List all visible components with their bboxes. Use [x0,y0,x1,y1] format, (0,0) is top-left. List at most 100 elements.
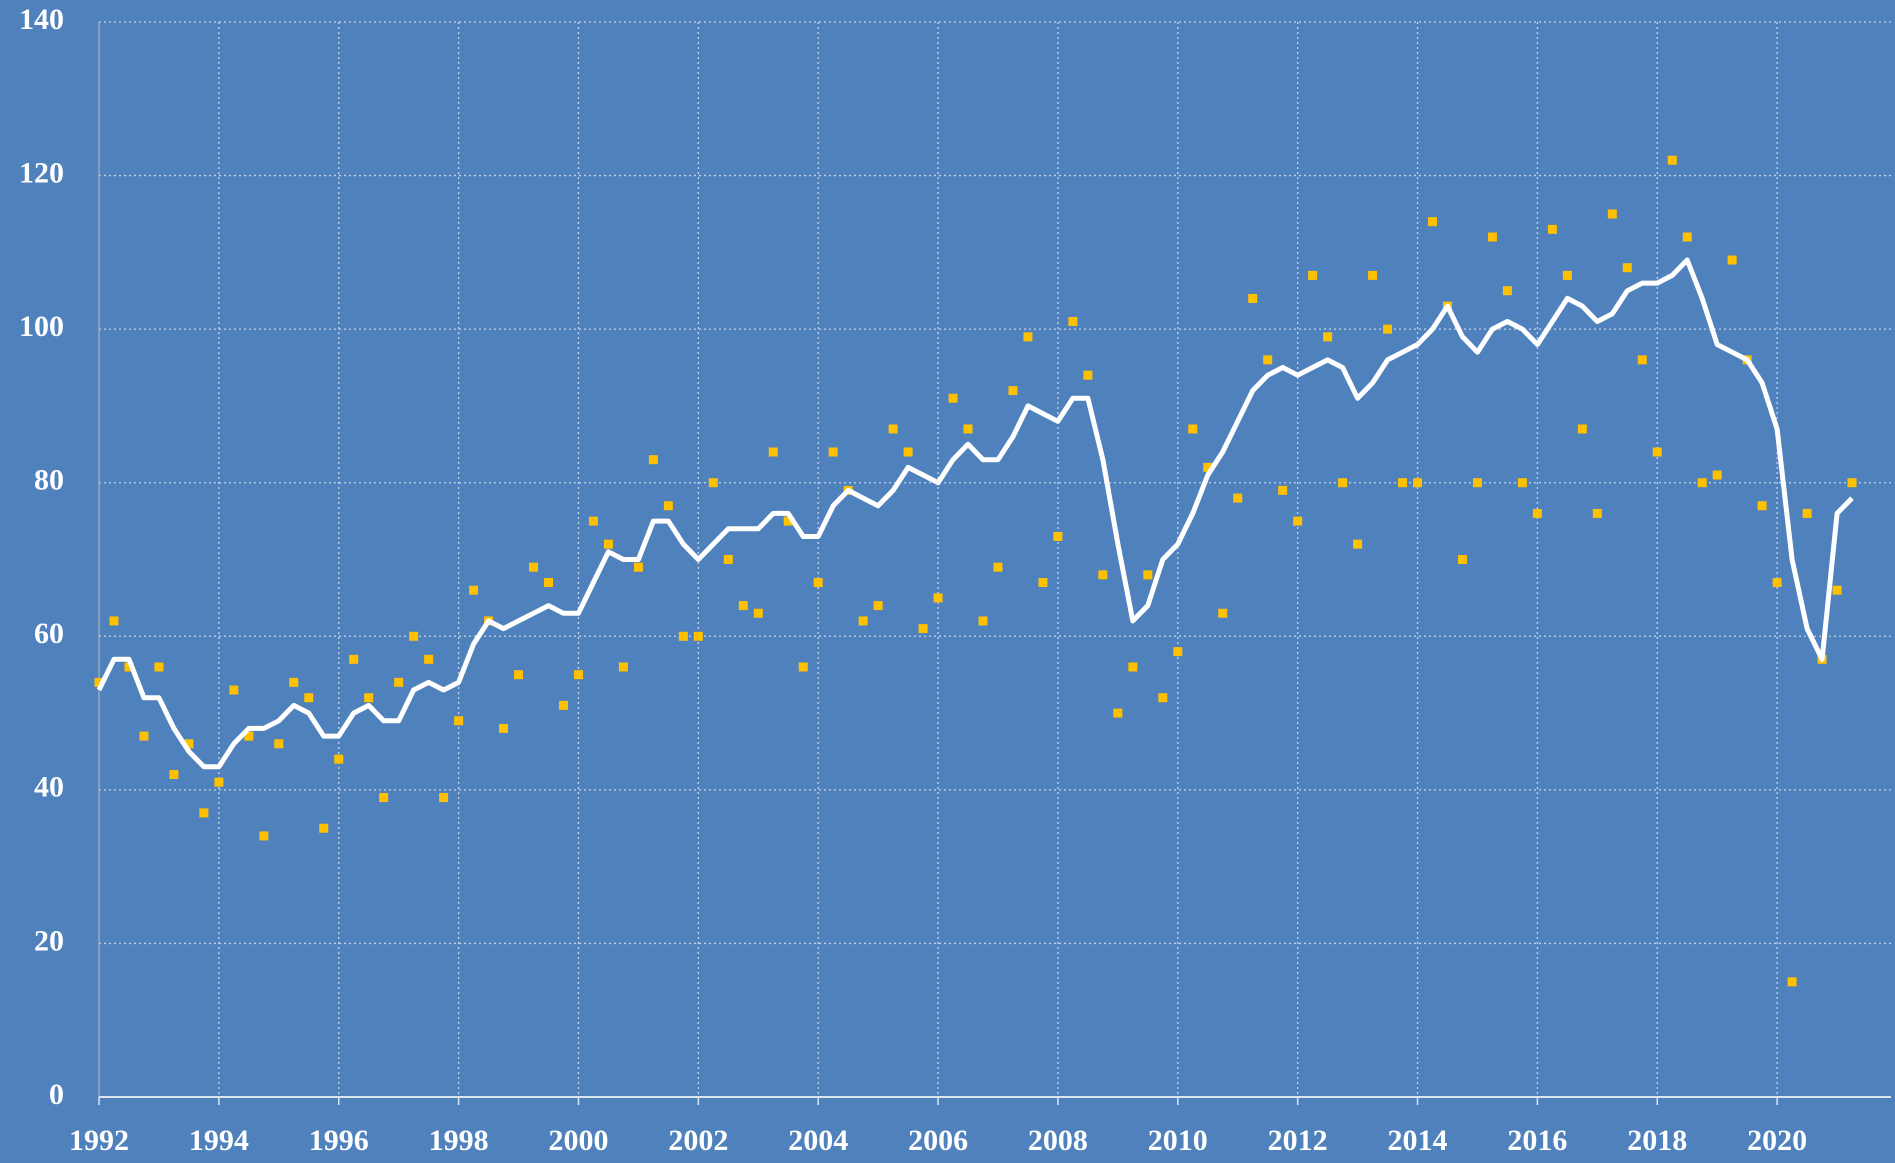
scatter-point [1278,485,1288,495]
scatter-point [124,662,134,672]
scatter-point [1622,263,1632,273]
scatter-point [888,424,898,434]
scatter-point [304,693,314,703]
scatter-point [723,555,733,564]
scatter-point [873,601,883,611]
scatter-point [828,447,838,457]
scatter-point [1233,493,1243,503]
scatter-point [154,662,164,672]
scatter-point [529,562,539,572]
scatter-point [1607,209,1617,219]
scatter-point [1248,293,1258,303]
scatter-point [693,631,703,641]
x-tick-label: 2014 [1388,1124,1448,1157]
scatter-point [1428,217,1438,227]
line [96,257,1854,770]
scatter-point [1457,555,1467,564]
scatter-point [963,424,973,434]
scatter-point [289,677,299,687]
x-tick-label: 2000 [548,1124,608,1157]
scatter-point [214,777,224,787]
y-tick-label: 80 [34,464,64,497]
scatter-point [1353,539,1363,549]
scatter-point [1263,355,1273,365]
scatter-point [1712,470,1722,480]
scatter-point [139,731,149,741]
scatter-point [319,823,329,833]
scatter-point [409,631,419,641]
scatter-point [558,700,568,710]
scatter-point [1413,478,1423,488]
x-tick-label: 2002 [668,1124,728,1157]
x-tick-label: 1992 [69,1124,129,1157]
scatter-point [1757,501,1767,511]
scatter-point [1113,708,1123,718]
scatter-point [1682,232,1692,242]
scatter-point [1667,155,1677,165]
scatter-point [543,578,553,588]
y-tick-label: 20 [34,924,64,957]
scatter-point [394,677,404,687]
scatter-point [978,616,988,626]
scatter-point [1338,478,1348,488]
scatter-point [768,447,778,457]
scatter-point [1547,224,1557,234]
scatter-point [903,447,913,457]
scatter-point [184,739,194,749]
scatter-point [1203,462,1213,472]
scatter-point [588,516,598,526]
scatter-point [753,608,763,618]
scatter-point [1368,270,1378,280]
scatter-point [1787,977,1797,987]
scatter-point [1068,316,1078,326]
scatter-point [499,723,509,733]
scatter-point [349,654,359,664]
x-tick-label: 2020 [1747,1124,1807,1157]
scatter-point [1293,516,1303,526]
scatter-point [1697,478,1707,488]
scatter-point [1832,585,1842,595]
scatter-point [1772,578,1782,588]
scatter-point [603,539,613,549]
scatter-point [1652,447,1662,457]
scatter-point [109,616,119,626]
scatter-point [813,578,823,588]
scatter-point [1173,647,1183,657]
scatter-point [1098,570,1108,580]
scatter-point [439,793,449,803]
scatter-point [1637,355,1647,365]
y-tick-label: 100 [19,310,64,343]
y-tick-label: 140 [19,3,64,36]
scatter-point [933,593,943,603]
scatter-point [1532,508,1542,518]
x-tick-label: 2012 [1268,1124,1328,1157]
scatter-point [1083,370,1093,380]
scatter-point [514,670,524,680]
scatter-point [948,393,958,403]
scatter-point [1517,478,1527,488]
scatter-point [678,631,688,641]
scatter-point [708,478,718,488]
x-tick-label: 2018 [1627,1124,1687,1157]
scatter-point [618,662,628,672]
scatter-point [94,677,104,687]
scatter-point [663,501,673,511]
x-tick-label: 2016 [1507,1124,1567,1157]
scatter-point [169,770,179,779]
scatter-point [199,808,209,818]
scatter-point [1158,693,1168,703]
scatter-point [364,693,374,703]
scatter-point [1143,570,1153,580]
scatter-point [993,562,1003,572]
x-tick-label: 1998 [429,1124,489,1157]
x-tick-label: 1996 [309,1124,369,1157]
scatter-point [738,601,748,611]
x-tick-label: 1994 [189,1124,249,1157]
scatter-point [918,624,928,634]
scatter-point [1592,508,1602,518]
scatter-point [1398,478,1408,488]
scatter-point [244,731,254,741]
scatter-point [1053,531,1063,541]
x-tick-label: 2006 [908,1124,968,1157]
